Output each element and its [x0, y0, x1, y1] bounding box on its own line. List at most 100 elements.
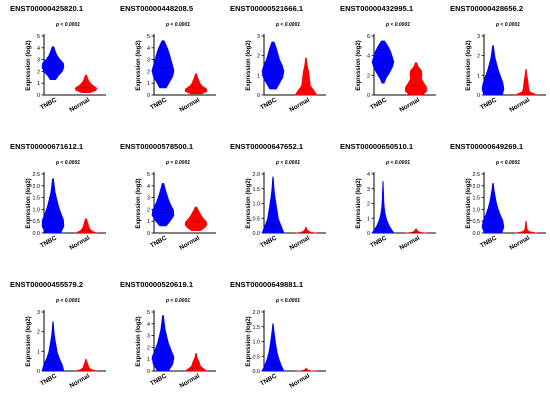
p-value-annotation: p < 0.0001 [275, 22, 300, 28]
y-tick-label: 0.0 [253, 231, 261, 237]
y-tick-label: 4 [147, 184, 150, 190]
violin-panel: ENST00000455579.2 p < 0.0001 Expression (l… [10, 280, 106, 390]
y-tick-label: 5 [147, 34, 150, 40]
y-tick-label: 1 [37, 349, 40, 355]
violin-panel: ENST00000578500.1 p < 0.0001 Expression (l… [120, 142, 216, 252]
y-tick-label: 2 [147, 345, 150, 351]
panel-title: ENST00000428656.2 [450, 4, 523, 13]
y-tick-label: 0 [257, 93, 260, 99]
y-tick-label: 1.0 [253, 202, 261, 208]
violin-panel: ENST00000649881.1 p < 0.0001 Expression (l… [230, 280, 326, 390]
y-tick-label: 1 [477, 73, 480, 79]
violin-normal [74, 218, 98, 234]
p-value-annotation: p < 0.0001 [55, 298, 80, 304]
y-tick-label: 3 [147, 58, 150, 64]
p-value-annotation: p < 0.0001 [275, 160, 300, 166]
violin-panel: ENST00000428656.2 p < 0.0001 Expression (l… [450, 4, 546, 114]
violin-normal [184, 353, 208, 372]
y-tick-label: 0.5 [33, 219, 41, 225]
panel-title: ENST00000649881.1 [230, 280, 304, 289]
violin-tnbc [371, 40, 395, 84]
violin-panel: ENST00000647652.1 p < 0.0001 Expression (l… [230, 142, 326, 252]
y-tick-label: 0 [367, 231, 370, 237]
y-tick-label: 2.0 [253, 172, 261, 178]
y-tick-label: 1 [37, 81, 40, 87]
y-tick-label: 3 [37, 58, 40, 64]
violin-normal [294, 367, 318, 372]
x-category-label: Normal [508, 97, 531, 114]
panel-title: ENST00000521666.1 [230, 4, 304, 13]
p-value-annotation: p < 0.0001 [385, 22, 410, 28]
x-category-label: TNBC [259, 96, 278, 111]
y-tick-label: 0.5 [473, 219, 481, 225]
p-value-annotation: p < 0.0001 [495, 22, 520, 28]
y-tick-label: 1.0 [33, 207, 41, 213]
panel-title: ENST00000649269.1 [450, 142, 524, 151]
y-axis-label: Expression (log2) [246, 40, 252, 90]
x-category-label: Normal [178, 373, 201, 390]
y-tick-label: 1 [147, 357, 150, 363]
y-tick-label: 3 [147, 334, 150, 340]
y-tick-label: 3 [367, 187, 370, 193]
violin-normal [294, 57, 318, 96]
y-axis-label: Expression (log2) [26, 178, 32, 228]
violin-panel: ENST00000520619.1 p < 0.0001 Expression (l… [120, 280, 216, 390]
y-tick-label: 5 [147, 172, 150, 178]
y-tick-label: 1.0 [473, 207, 481, 213]
violin-tnbc [41, 46, 65, 80]
y-tick-label: 1 [147, 81, 150, 87]
y-tick-label: 0.5 [253, 216, 261, 222]
y-axis-label: Expression (log2) [356, 178, 362, 228]
violin-tnbc [481, 45, 505, 96]
y-tick-label: 1 [257, 73, 260, 79]
y-tick-label: 0 [37, 93, 40, 99]
y-tick-label: 1.5 [253, 325, 261, 331]
x-category-label: TNBC [479, 96, 498, 111]
violin-panel: ENST00000649269.1 p < 0.0001 Expression (l… [450, 142, 546, 252]
y-axis-label: Expression (log2) [136, 40, 142, 90]
y-tick-label: 2 [147, 207, 150, 213]
y-tick-label: 1.5 [253, 187, 261, 193]
violin-tnbc [151, 315, 175, 372]
y-axis-label: Expression (log2) [26, 40, 32, 90]
x-category-label: Normal [288, 97, 311, 114]
x-category-label: TNBC [369, 96, 388, 111]
x-category-label: Normal [178, 235, 201, 252]
p-value-annotation: p < 0.0001 [275, 298, 300, 304]
violin-panel: ENST00000521666.1 p < 0.0001 Expression (l… [230, 4, 326, 114]
y-tick-label: 2.0 [473, 184, 481, 190]
violin-tnbc [41, 178, 65, 234]
violin-tnbc [261, 176, 285, 234]
p-value-annotation: p < 0.0001 [165, 22, 190, 28]
x-category-label: TNBC [149, 372, 168, 387]
y-tick-label: 0 [37, 369, 40, 375]
x-category-label: TNBC [39, 234, 58, 249]
x-category-label: TNBC [149, 96, 168, 111]
y-tick-label: 0 [367, 93, 370, 99]
y-tick-label: 4 [367, 54, 370, 60]
y-tick-label: 2 [257, 54, 260, 60]
y-tick-label: 0 [147, 93, 150, 99]
violin-normal [514, 69, 538, 96]
violin-normal [74, 74, 98, 93]
y-tick-label: 2.0 [253, 310, 261, 316]
x-category-label: Normal [288, 373, 311, 390]
p-value-annotation: p < 0.0001 [385, 160, 410, 166]
violin-tnbc [371, 181, 395, 234]
x-category-label: Normal [68, 97, 91, 114]
x-category-label: TNBC [259, 234, 278, 249]
y-tick-label: 3 [257, 34, 260, 40]
y-tick-label: 4 [147, 46, 150, 52]
panel-title: ENST00000578500.1 [120, 142, 194, 151]
violin-tnbc [41, 321, 65, 372]
violin-normal [514, 220, 538, 234]
violin-panel: ENST00000432995.1 p < 0.0001 Expression (l… [340, 4, 436, 114]
y-tick-label: 2 [477, 54, 480, 60]
panel-title: ENST00000650510.1 [340, 142, 414, 151]
y-tick-label: 1.0 [253, 340, 261, 346]
x-category-label: TNBC [149, 234, 168, 249]
violin-tnbc [261, 323, 285, 372]
y-axis-label: Expression (log2) [466, 178, 472, 228]
y-tick-label: 0.0 [33, 231, 41, 237]
